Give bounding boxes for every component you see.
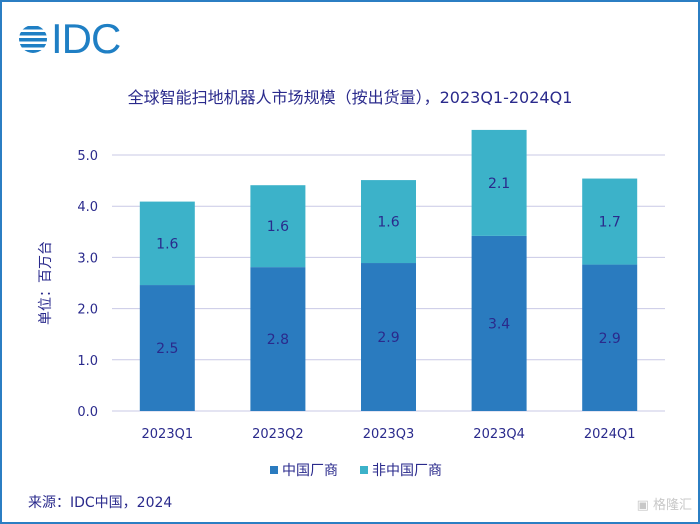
y-tick-label: 1.0 <box>77 354 98 369</box>
bar-segment <box>471 129 527 236</box>
data-label: 2.9 <box>599 331 621 347</box>
idc-logo: IDC <box>18 15 121 62</box>
bar-segment <box>361 180 416 264</box>
data-label: 3.4 <box>488 316 510 332</box>
y-tick-label: 3.0 <box>77 251 98 266</box>
watermark-logo: ▣ 格隆汇 <box>636 498 692 513</box>
data-label: 2.5 <box>156 341 178 357</box>
globe-stripes-icon <box>19 26 47 53</box>
bar-segment <box>582 264 638 411</box>
y-tick-label: 5.0 <box>77 149 98 164</box>
legend-label: 中国厂商 <box>282 463 338 479</box>
bar-segment <box>250 267 306 411</box>
legend-swatch <box>360 466 368 474</box>
data-label: 2.8 <box>267 332 289 348</box>
bar-segment <box>250 185 306 268</box>
y-tick-label: 0.0 <box>77 405 98 420</box>
bar-segment <box>139 201 195 286</box>
bar-segment <box>361 263 416 411</box>
bar-segment <box>139 285 195 411</box>
data-label: 1.6 <box>377 215 399 231</box>
source-note: 来源：IDC中国，2024 <box>28 495 173 511</box>
bar-segment <box>471 235 527 411</box>
x-tick-label: 2023Q1 <box>142 427 194 442</box>
chart-title: 全球智能扫地机器人市场规模（按出货量），2023Q1-2024Q1 <box>127 88 573 107</box>
logo-text: IDC <box>51 15 121 62</box>
y-tick-label: 2.0 <box>77 303 98 318</box>
data-label: 1.6 <box>156 236 178 252</box>
x-tick-label: 2023Q4 <box>473 427 525 442</box>
bar-segment <box>582 178 638 265</box>
data-label: 2.9 <box>377 330 399 346</box>
legend-label: 非中国厂商 <box>372 463 442 479</box>
x-tick-label: 2023Q2 <box>252 427 304 442</box>
legend-swatch <box>270 466 278 474</box>
data-label: 1.6 <box>267 219 289 235</box>
data-label: 1.7 <box>599 215 621 231</box>
data-label: 2.1 <box>488 176 510 192</box>
x-tick-label: 2023Q3 <box>363 427 415 442</box>
y-tick-label: 4.0 <box>77 200 98 215</box>
y-axis-label: 单位：百万台 <box>38 241 54 325</box>
x-tick-label: 2024Q1 <box>584 427 636 442</box>
